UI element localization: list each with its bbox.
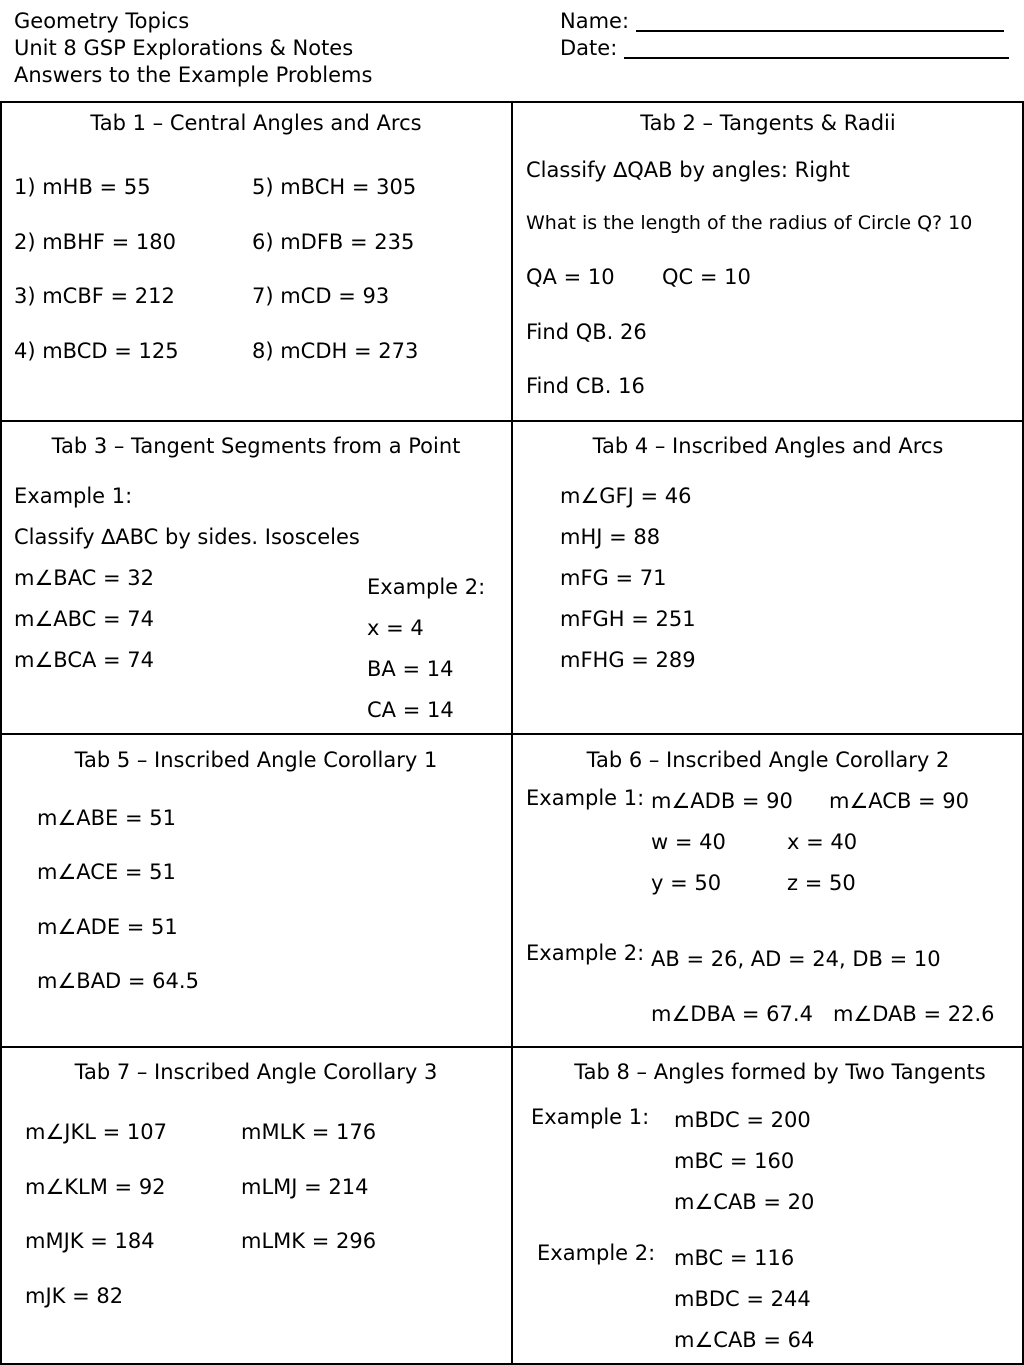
tab2-line-1: Classify ∆QAB by angles: Right: [526, 158, 850, 182]
tab3-ex1-line-3: m∠ABC = 74: [14, 607, 155, 631]
tab7-item-6: mLMJ = 214: [241, 1175, 369, 1199]
tab7-item-4: mJK = 82: [25, 1284, 124, 1308]
tab2-title: Tab 2 – Tangents & Radii: [640, 111, 896, 135]
tab5-line-4: m∠BAD = 64.5: [37, 969, 199, 993]
tab8-ex2-line-3: m∠CAB = 64: [674, 1328, 815, 1352]
tab3-title: Tab 3 – Tangent Segments from a Point: [51, 434, 461, 458]
header-line-2: Unit 8 GSP Explorations & Notes: [14, 36, 354, 60]
tab5-title: Tab 5 – Inscribed Angle Corollary 1: [74, 748, 438, 772]
tab1-item-1: 1) mHB = 55: [14, 175, 151, 199]
tab6-ex1-line-1: m∠ADB = 90: [651, 789, 793, 813]
grid-right-border: [1022, 101, 1024, 1365]
tab1-item-3: 3) mCBF = 212: [14, 284, 175, 308]
tab7-item-5: mMLK = 176: [241, 1120, 377, 1144]
tab1-title: Tab 1 – Central Angles and Arcs: [90, 111, 422, 135]
tab6-ex1-line-5: y = 50: [651, 871, 722, 895]
tab3-example2-label: Example 2:: [367, 575, 486, 599]
tab6-title: Tab 6 – Inscribed Angle Corollary 2: [586, 748, 950, 772]
tab4-line-4: mFGH = 251: [560, 607, 696, 631]
tab5-line-1: m∠ABE = 51: [37, 806, 176, 830]
tab2-line-2: What is the length of the radius of Circ…: [526, 212, 973, 234]
tab3-ex1-line-1: Classify ∆ABC by sides. Isosceles: [14, 525, 360, 549]
tab7-item-3: mMJK = 184: [25, 1229, 155, 1253]
tab7-item-2: m∠KLM = 92: [25, 1175, 166, 1199]
tab5-line-2: m∠ACE = 51: [37, 860, 176, 884]
name-blank: [636, 30, 1004, 32]
tab1-item-5: 5) mBCH = 305: [252, 175, 417, 199]
tab7-title: Tab 7 – Inscribed Angle Corollary 3: [74, 1060, 438, 1084]
tab4-line-2: mHJ = 88: [560, 525, 661, 549]
tab6-ex1-line-4: x = 40: [787, 830, 858, 854]
tab6-example2-label: Example 2:: [526, 941, 645, 965]
tab3-ex1-line-4: m∠BCA = 74: [14, 648, 155, 672]
tab4-line-1: m∠GFJ = 46: [560, 484, 692, 508]
tab8-ex2-line-1: mBC = 116: [674, 1246, 795, 1270]
header-line-1: Geometry Topics: [14, 9, 190, 33]
tab3-ex2-line-2: BA = 14: [367, 657, 454, 681]
tab6-ex2-line-2: m∠DBA = 67.4 m∠DAB = 22.6: [651, 1002, 995, 1026]
tab8-ex1-line-3: m∠CAB = 20: [674, 1190, 815, 1214]
tab6-ex1-line-3: w = 40: [651, 830, 726, 854]
tab2-line-5: Find QB. 26: [526, 320, 647, 344]
tab1-item-7: 7) mCD = 93: [252, 284, 390, 308]
tab5-line-3: m∠ADE = 51: [37, 915, 178, 939]
date-blank: [624, 57, 1009, 59]
tab6-ex1-line-2: m∠ACB = 90: [829, 789, 970, 813]
tab1-item-8: 8) mCDH = 273: [252, 339, 419, 363]
tab1-item-6: 6) mDFB = 235: [252, 230, 415, 254]
tab8-example2-label: Example 2:: [537, 1241, 656, 1265]
tab6-ex2-line-1: AB = 26, AD = 24, DB = 10: [651, 947, 941, 971]
tab3-ex2-line-3: CA = 14: [367, 698, 454, 722]
tab7-item-7: mLMK = 296: [241, 1229, 377, 1253]
tab8-ex2-line-2: mBDC = 244: [674, 1287, 811, 1311]
tab6-example1-label: Example 1:: [526, 786, 645, 810]
tab8-ex1-line-1: mBDC = 200: [674, 1108, 811, 1132]
tab6-ex1-line-6: z = 50: [787, 871, 856, 895]
date-label: Date:: [560, 36, 618, 60]
tab7-item-1: m∠JKL = 107: [25, 1120, 167, 1144]
tab2-line-3: QA = 10: [526, 265, 615, 289]
tab8-title: Tab 8 – Angles formed by Two Tangents: [574, 1060, 986, 1084]
tab3-ex2-line-1: x = 4: [367, 616, 424, 640]
header-line-3: Answers to the Example Problems: [14, 63, 373, 87]
tab1-item-4: 4) mBCD = 125: [14, 339, 179, 363]
tab8-ex1-line-2: mBC = 160: [674, 1149, 795, 1173]
grid-center-divider: [511, 101, 513, 1365]
tab3-ex1-line-2: m∠BAC = 32: [14, 566, 155, 590]
tab2-line-6: Find CB. 16: [526, 374, 645, 398]
name-label: Name:: [560, 9, 630, 33]
grid-left-border: [0, 101, 2, 1365]
tab8-example1-label: Example 1:: [531, 1105, 650, 1129]
tab3-example1-label: Example 1:: [14, 484, 133, 508]
tab4-line-5: mFHG = 289: [560, 648, 696, 672]
tab4-line-3: mFG = 71: [560, 566, 667, 590]
tab4-title: Tab 4 – Inscribed Angles and Arcs: [592, 434, 944, 458]
tab2-line-4: QC = 10: [662, 265, 751, 289]
tab1-item-2: 2) mBHF = 180: [14, 230, 176, 254]
